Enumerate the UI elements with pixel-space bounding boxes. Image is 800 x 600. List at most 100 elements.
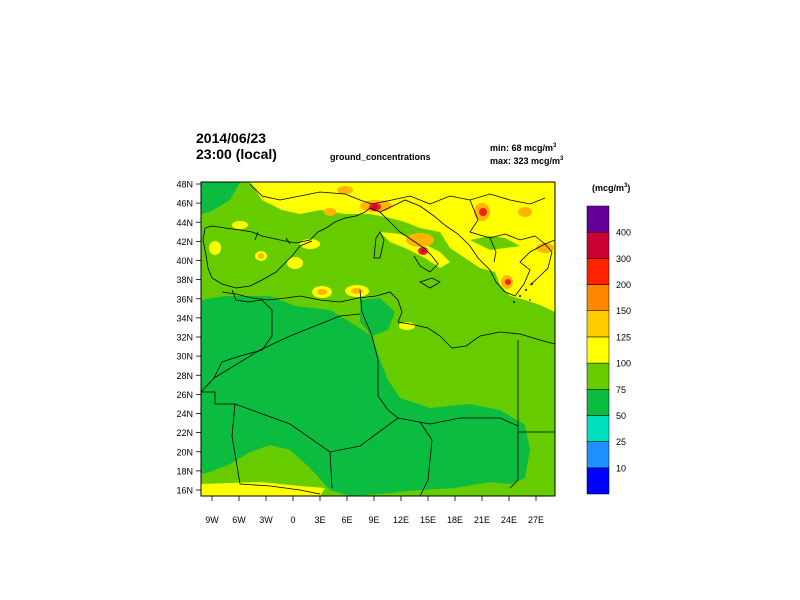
- legend-swatch: [586, 441, 610, 469]
- legend-swatch: [586, 362, 610, 390]
- adriatic-balkan-coast: [379, 199, 555, 297]
- lat-tick-label: 38N: [176, 275, 193, 285]
- lon-tick-label: 15E: [420, 515, 436, 525]
- lon-tick-label: 6W: [232, 515, 246, 525]
- yellow-spot-portugal: [209, 241, 221, 255]
- lat-tick-label: 32N: [176, 333, 193, 343]
- orange-hotspot-romania: [518, 207, 532, 217]
- niger-border: [329, 451, 333, 489]
- yellow-balkans-region: [440, 232, 500, 272]
- red-hotspot-athens: [505, 279, 511, 285]
- lat-tick-label: 48N: [176, 180, 193, 190]
- legend-swatch: [586, 415, 610, 442]
- central-europe-border: [429, 193, 546, 205]
- dark-green-tunisia-region: [360, 298, 395, 336]
- legend-swatch: [586, 389, 610, 416]
- legend-level-label: 300: [616, 254, 631, 264]
- sicily: [419, 277, 441, 289]
- lat-tick-label: 42N: [176, 237, 193, 247]
- lon-tick-label: 12E: [393, 515, 409, 525]
- sardinia-corsica: [373, 231, 385, 259]
- legend-level-label: 150: [616, 306, 631, 316]
- lat-tick-label: 34N: [176, 313, 193, 323]
- map-date-title: 2014/06/23 23:00 (local): [196, 130, 277, 162]
- lon-tick-label: 24E: [501, 515, 517, 525]
- lon-tick-label: 9W: [205, 515, 219, 525]
- lat-tick-label: 46N: [176, 199, 193, 209]
- orange-hotspot-france: [324, 208, 336, 216]
- legend-swatch: [586, 284, 610, 311]
- orange-hotspot-algeria-2: [351, 288, 363, 294]
- lon-tick-label: 0: [290, 515, 295, 525]
- algeria-north-border: [213, 313, 361, 379]
- orange-hotspot-spain: [258, 253, 264, 259]
- lat-tick-label: 36N: [176, 294, 193, 304]
- field-name-label: ground_concentrations: [330, 152, 431, 162]
- mali-border: [231, 403, 321, 495]
- longitude-axis: 9W 6W 3W 0 3E 6E 9E 12E 15E 18E 21E 24E 27E: [205, 496, 544, 525]
- legend-units-label: (mcg/m3): [592, 183, 631, 193]
- greece-north-border: [489, 237, 497, 263]
- lat-tick-label: 40N: [176, 256, 193, 266]
- lat-tick-label: 44N: [176, 218, 193, 228]
- lon-tick-label: 27E: [528, 515, 544, 525]
- algeria-south-border: [201, 391, 431, 453]
- time-label: 23:00 (local): [196, 146, 277, 162]
- legend-level-label: 200: [616, 280, 631, 290]
- yellow-south-strip: [201, 482, 325, 496]
- lat-tick-label: 16N: [176, 486, 193, 496]
- lat-tick-label: 22N: [176, 428, 193, 438]
- yellow-aegean-region: [490, 245, 555, 312]
- alps-border: [344, 193, 431, 205]
- lat-tick-label: 20N: [176, 447, 193, 457]
- legend-level-label: 25: [616, 437, 626, 447]
- concentration-field: [201, 182, 555, 496]
- legend-level-label: 50: [616, 411, 626, 421]
- min-value-label: min: 68 mcg/m3: [490, 143, 557, 153]
- yellow-europe-region: [250, 182, 555, 250]
- max-value-label: max: 323 mcg/m3: [490, 156, 564, 166]
- iberia-north-coast: [204, 225, 327, 244]
- legend-swatch: [586, 310, 610, 338]
- legend-level-label: 125: [616, 332, 631, 342]
- yellow-spot-iberia-north: [232, 221, 248, 229]
- algeria-tunisia-libya-border: [359, 289, 399, 419]
- lon-tick-label: 3W: [259, 515, 273, 525]
- yellow-italy-region: [380, 232, 450, 268]
- crimson-hotspot-naples: [421, 249, 425, 253]
- libya-chad-border: [429, 417, 519, 489]
- iberia-interior: [254, 231, 291, 245]
- lat-tick-label: 18N: [176, 466, 193, 476]
- crimson-hotspot-milan: [372, 205, 378, 209]
- dark-green-sahara-region: [201, 296, 530, 496]
- legend-level-label: 100: [616, 359, 631, 369]
- orange-hotspot-north: [337, 186, 353, 194]
- legend-swatch: [586, 258, 610, 285]
- lon-tick-label: 3E: [314, 515, 325, 525]
- lon-tick-label: 18E: [447, 515, 463, 525]
- north-africa-coast: [221, 291, 555, 349]
- map-frame: [200, 181, 556, 497]
- yellow-spot-balearic: [300, 239, 320, 249]
- legend-level-label: 75: [616, 385, 626, 395]
- morocco-algeria-border: [201, 289, 273, 393]
- france-north-border: [249, 183, 346, 201]
- legend-swatch: [586, 467, 610, 495]
- red-hotspot-belgrade: [479, 208, 487, 216]
- yellow-spot-valencia: [287, 257, 303, 269]
- iberia-south-coast: [202, 227, 313, 289]
- legend-swatch: [586, 205, 610, 233]
- lat-tick-label: 28N: [176, 371, 193, 381]
- legend-level-label: 400: [616, 228, 631, 238]
- lat-tick-label: 30N: [176, 352, 193, 362]
- lon-tick-label: 21E: [474, 515, 490, 525]
- color-legend: 10 25 50 75 100 125 150 200 300 400: [586, 205, 631, 495]
- orange-hotspot-algeria-1: [317, 289, 327, 295]
- lon-tick-label: 6E: [341, 515, 352, 525]
- lat-tick-label: 26N: [176, 390, 193, 400]
- orange-hotspot-turkey: [536, 243, 554, 253]
- turkey-coast: [529, 235, 553, 286]
- italy-coast: [325, 207, 439, 273]
- chad-border: [419, 421, 433, 496]
